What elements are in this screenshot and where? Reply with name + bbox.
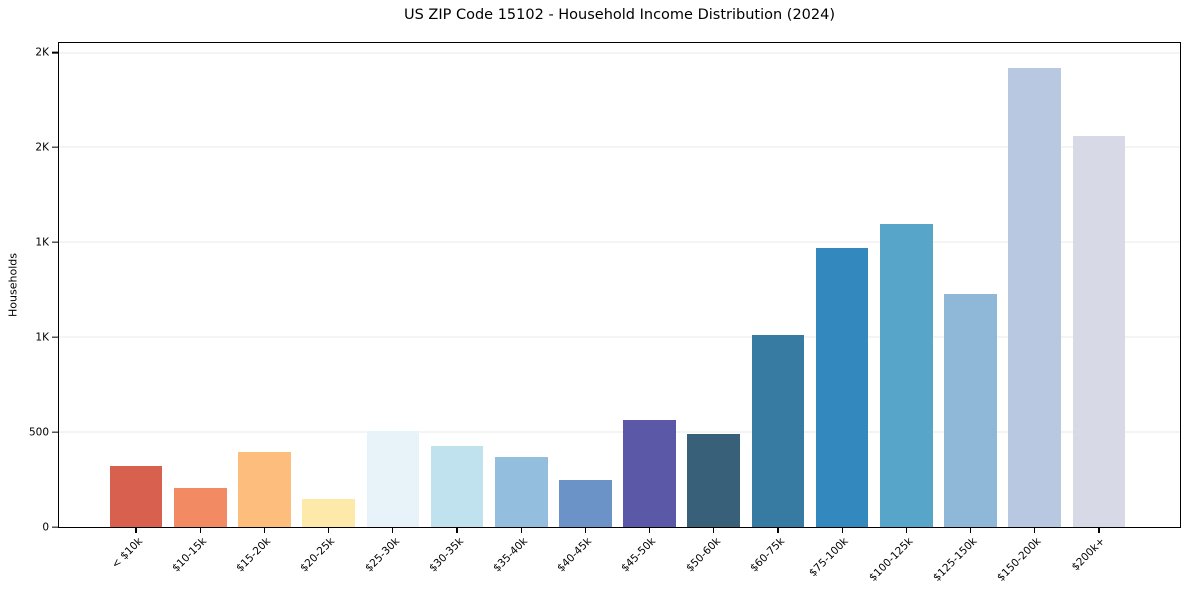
bar-125-150k <box>944 293 997 527</box>
x-axis-tick <box>1098 527 1100 533</box>
y-axis-tick <box>52 241 58 243</box>
x-axis-tick <box>263 527 266 533</box>
x-axis-tick <box>135 527 137 533</box>
x-axis-tick <box>392 527 394 533</box>
x-tick-label: $30-35k <box>426 535 466 575</box>
y-axis-tick <box>52 526 58 528</box>
x-tick-label: $20-25k <box>298 535 338 575</box>
x-tick-label: $25-30k <box>362 535 402 575</box>
bar-50-60k <box>687 434 741 527</box>
bar-30-35k <box>430 446 484 527</box>
y-tick-label: 2K <box>35 141 49 154</box>
bar-45-50k <box>623 419 676 527</box>
gridline <box>59 241 1180 243</box>
bar-100-125k <box>880 224 933 527</box>
gridline <box>59 336 1180 338</box>
bar-150-200k <box>1008 67 1062 527</box>
x-axis-tick <box>905 527 907 533</box>
y-axis-label: Households <box>6 253 20 317</box>
bar-75-100k <box>815 248 869 527</box>
x-tick-label: $45-50k <box>619 535 659 575</box>
x-tick-label: < $10k <box>109 535 145 571</box>
x-tick-label: $125-150k <box>930 535 980 584</box>
y-tick-label: 500 <box>28 425 49 438</box>
x-axis-tick <box>584 527 587 533</box>
y-tick-label: 2K <box>35 46 49 59</box>
x-axis-tick <box>841 527 843 533</box>
x-tick-label: $10-15k <box>169 535 210 575</box>
y-axis-tick <box>52 431 58 433</box>
gridline <box>59 431 1180 433</box>
x-tick-label: $50-60k <box>683 535 723 575</box>
bar-20-25k <box>302 498 355 527</box>
bar-15-20k <box>238 452 291 527</box>
bar-35-40k <box>494 456 548 527</box>
x-tick-label: $60-75k <box>747 535 787 575</box>
gridline <box>59 146 1180 148</box>
x-tick-label: $100-125k <box>866 535 916 584</box>
x-axis-tick <box>199 527 201 533</box>
bar-10-15k <box>173 488 227 527</box>
bar-25-30k <box>366 431 420 527</box>
chart-title: US ZIP Code 15102 - Household Income Dis… <box>403 7 836 23</box>
x-axis-tick <box>1034 527 1036 533</box>
x-axis-tick <box>456 527 458 533</box>
x-axis-tick <box>713 527 715 533</box>
bar-40-45k <box>559 479 612 527</box>
bar-60-75k <box>751 335 805 527</box>
bar-200k+ <box>1072 136 1126 527</box>
x-axis-tick <box>328 527 330 533</box>
plot-area: 0 500 1K 1K 2K 2K < $10k $10-15k $15-20k $20-25k $… <box>29 42 1181 584</box>
x-tick-label: $35-40k <box>490 535 530 575</box>
y-axis-tick <box>52 146 58 149</box>
y-axis-tick <box>52 51 58 54</box>
x-axis-tick <box>969 527 972 533</box>
y-tick-label: 1K <box>35 330 49 343</box>
x-tick-label: $200k+ <box>1069 535 1108 574</box>
y-tick-label: 0 <box>42 520 49 533</box>
x-axis-tick <box>777 527 779 533</box>
x-tick-label: $15-20k <box>234 535 274 575</box>
bar-10k <box>109 466 163 527</box>
x-tick-label: $75-100k <box>807 535 851 580</box>
x-tick-label: $150-200k <box>994 535 1044 584</box>
y-tick-label: 1K <box>35 236 49 249</box>
x-tick-label: $40-45k <box>555 535 595 575</box>
gridline <box>59 52 1180 53</box>
x-axis-tick <box>648 527 651 533</box>
x-axis-tick <box>520 527 522 533</box>
y-axis-tick <box>52 336 58 338</box>
